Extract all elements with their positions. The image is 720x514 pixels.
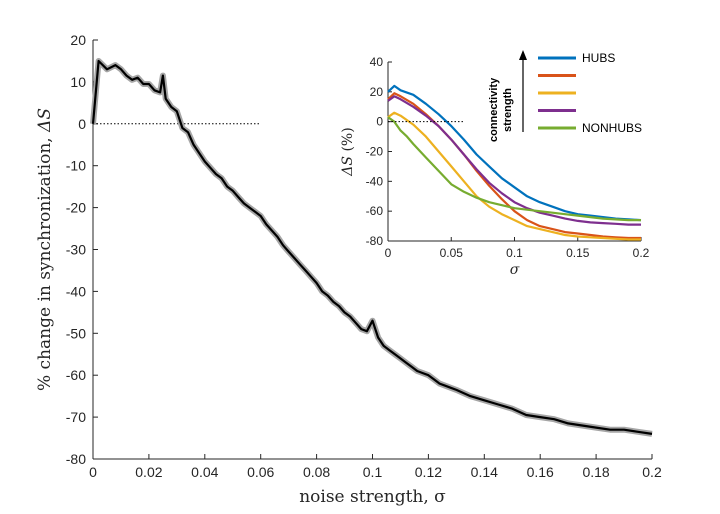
inset-x-tick-label: 0.1 (506, 246, 523, 260)
inset-series-line-3 (387, 111, 641, 241)
inset-y-tick-label: -20 (366, 145, 384, 159)
inset-y-axis-title-symbol: ΔS (340, 156, 356, 177)
main-y-tick-label: -40 (66, 283, 86, 299)
main-x-tick-label: 0 (89, 464, 97, 480)
inset-series-line-1 (387, 84, 642, 222)
main-x-tick-label: 0.06 (247, 464, 274, 480)
inset-x-tick-label: 0.2 (633, 246, 650, 260)
inset-chart: 0 0.05 0.1 0.15 0.2 -80 -60 -40 -20 0 20 40 σ ΔS (… (340, 50, 650, 278)
inset-x-axis-title: σ (510, 262, 520, 278)
annotation-line-1: connectivity (488, 77, 500, 142)
main-y-tick-label: 0 (78, 116, 86, 132)
annotation-line-2: strength (502, 88, 514, 132)
inset-x-tick-label: 0 (385, 246, 392, 260)
inset-series-group (387, 84, 642, 241)
inset-x-tick-label: 0.05 (440, 246, 464, 260)
main-x-tick-label: 0.04 (191, 464, 218, 480)
inset-plot-area (388, 62, 641, 241)
inset-y-axis-title: ΔS (%) (340, 127, 356, 176)
connectivity-strength-annotation: connectivity strength (488, 50, 527, 142)
main-y-axis-title: % change in synchronization, ΔS (35, 108, 55, 391)
inset-y-tick-label: -40 (366, 174, 384, 188)
main-x-tick-label: 0.18 (582, 464, 609, 480)
main-y-tick-label: 10 (70, 74, 86, 90)
inset-y-tick-label: 40 (370, 55, 384, 69)
main-y-axis-title-symbol: ΔS (35, 108, 55, 133)
main-x-tick-label: 0.02 (135, 464, 162, 480)
inset-y-axis-title-text: (%) (340, 127, 356, 156)
inset-y-ticks: -80 -60 -40 -20 0 20 40 (366, 55, 392, 248)
main-y-tick-label: -20 (66, 200, 86, 216)
inset-series-line-4 (387, 95, 641, 226)
main-y-tick-label: -50 (66, 325, 86, 341)
main-x-tick-label: 0.2 (642, 464, 662, 480)
inset-x-ticks: 0 0.05 0.1 0.15 0.2 (385, 237, 650, 260)
main-x-ticks: 0 0.02 0.04 0.06 0.08 0.1 0.12 0.14 0.16 0.18 0.2 (89, 454, 662, 480)
main-series-line (91, 59, 653, 435)
main-y-tick-label: 20 (70, 32, 86, 48)
legend-label-5: NONHUBS (582, 121, 642, 135)
legend-label-1: HUBS (582, 51, 615, 65)
main-x-tick-label: 0.14 (471, 464, 498, 480)
main-y-tick-label: -10 (66, 158, 86, 174)
main-y-tick-label: -60 (66, 367, 86, 383)
main-y-tick-label: -70 (66, 409, 86, 425)
main-x-tick-label: 0.16 (527, 464, 554, 480)
annotation-arrow-head-icon (519, 50, 527, 60)
main-y-axis-title-text: % change in synchronization, (35, 132, 55, 391)
inset-y-tick-label: 0 (376, 115, 383, 129)
main-x-tick-label: 0.08 (303, 464, 330, 480)
inset-y-tick-label: -60 (366, 204, 384, 218)
main-y-tick-label: -30 (66, 242, 86, 258)
main-x-tick-label: 0.1 (363, 464, 383, 480)
inset-x-tick-label: 0.15 (566, 246, 590, 260)
inset-series-line-5 (387, 116, 641, 222)
main-y-ticks: -80 -70 -60 -50 -40 -30 -20 -10 0 10 20 (66, 32, 98, 467)
main-series-group (90, 58, 653, 437)
inset-y-tick-label: 20 (370, 85, 384, 99)
main-x-tick-label: 0.12 (415, 464, 442, 480)
inset-legend: HUBS NONHUBS (538, 51, 642, 135)
main-x-axis-title: noise strength, σ (299, 487, 446, 507)
main-chart: 0 0.02 0.04 0.06 0.08 0.1 0.12 0.14 0.16 0.18 0.2 … (35, 32, 662, 507)
inset-y-tick-label: -80 (366, 234, 384, 248)
inset-series-line-2 (387, 92, 641, 240)
main-y-tick-label: -80 (66, 451, 86, 467)
